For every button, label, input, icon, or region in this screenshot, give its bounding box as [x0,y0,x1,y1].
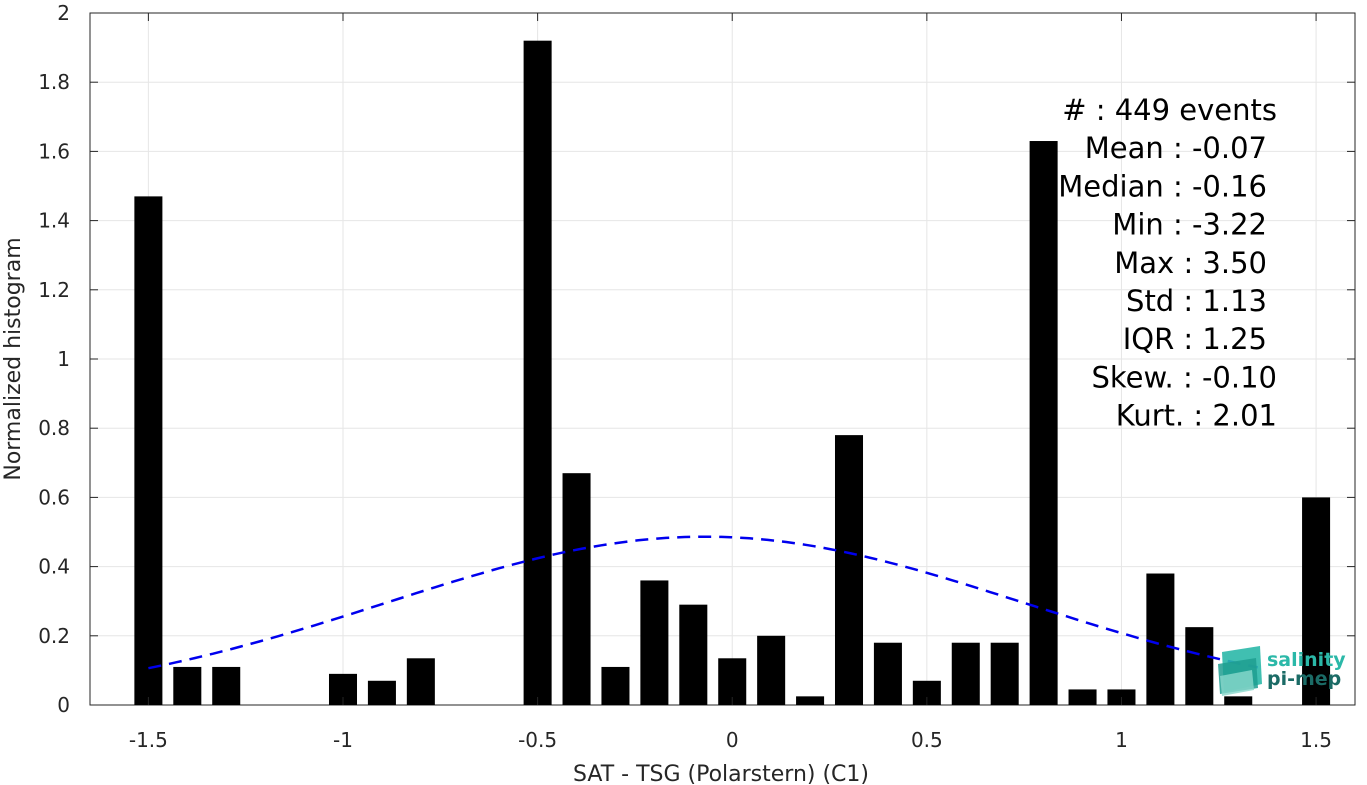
y-tick-label: 1.8 [38,70,70,94]
histogram-bars [134,40,1331,706]
histogram-bar [406,658,435,705]
y-tick-label: 0.6 [38,485,70,509]
histogram-bar [1029,141,1058,705]
histogram-bar [1302,497,1331,705]
normal-fit-curve [148,535,1258,670]
histogram-bar [796,696,825,705]
y-axis-ticks: 0 0.2 0.4 0.6 0.8 1 1.2 1.4 1.6 1.8 2 [38,1,1355,717]
stat-line: Kurt. : 2.01 [1116,399,1277,433]
histogram-bar [990,642,1019,705]
stat-line: Min : -3.22 [1112,208,1267,242]
y-axis-label: Normalized histogram [1,237,26,480]
stat-line: Mean : -0.07 [1085,131,1267,165]
x-tick-label: 1 [1115,728,1128,752]
histogram-bar [212,666,241,705]
histogram-bar [834,435,864,705]
y-tick-label: 0 [57,693,70,717]
y-tick-label: 1.2 [38,278,70,302]
stat-line: Skew. : -0.10 [1091,360,1277,394]
logo-wave-icon [1218,646,1262,696]
y-tick-label: 0.4 [38,555,70,579]
histogram-bar [1146,573,1175,705]
histogram-bar [601,666,630,705]
y-tick-label: 0.8 [38,416,70,440]
stat-line: Std : 1.13 [1126,284,1267,318]
stat-line: IQR : 1.25 [1123,322,1267,356]
statistics-annotations: # : 449 events Mean : -0.07 Median : -0.16… [1058,93,1277,433]
histogram-bar [1068,689,1097,705]
histogram-bar [367,680,396,705]
x-tick-label: 0.5 [911,728,943,752]
histogram-bar [873,642,902,705]
x-tick-label: -1.5 [129,728,168,752]
x-tick-label: 1.5 [1300,728,1332,752]
histogram-bar [951,642,980,705]
x-tick-label: 0 [726,728,739,752]
histogram-bar [679,604,708,705]
y-tick-label: 1 [57,347,70,371]
histogram-bar [757,635,786,705]
stat-line: # : 449 events [1062,93,1277,127]
y-tick-label: 1.6 [38,139,70,163]
y-tick-label: 1.4 [38,209,70,233]
histogram-bar [1224,696,1253,705]
logo-text-salinity: salinity [1267,649,1346,671]
x-axis-label: SAT - TSG (Polarstern) (C1) [573,762,869,785]
histogram-bar [562,473,591,705]
x-axis-ticks: -1.5 -1 -0.5 0 0.5 1 1.5 [129,13,1332,752]
stat-line: Max : 3.50 [1114,246,1267,280]
histogram-bar [640,580,669,705]
salinity-pi-mep-logo: salinity pi-mep [1218,646,1346,696]
histogram-bar [523,40,552,706]
x-tick-label: -1 [333,728,353,752]
stat-line: Median : -0.16 [1058,169,1267,203]
y-tick-label: 0.2 [38,624,70,648]
logo-text-pi-mep: pi-mep [1267,668,1341,690]
y-tick-label: 2 [57,1,70,25]
histogram-bar [134,196,163,705]
x-tick-label: -0.5 [518,728,557,752]
histogram-bar [1185,627,1214,705]
histogram-bar [173,666,202,705]
